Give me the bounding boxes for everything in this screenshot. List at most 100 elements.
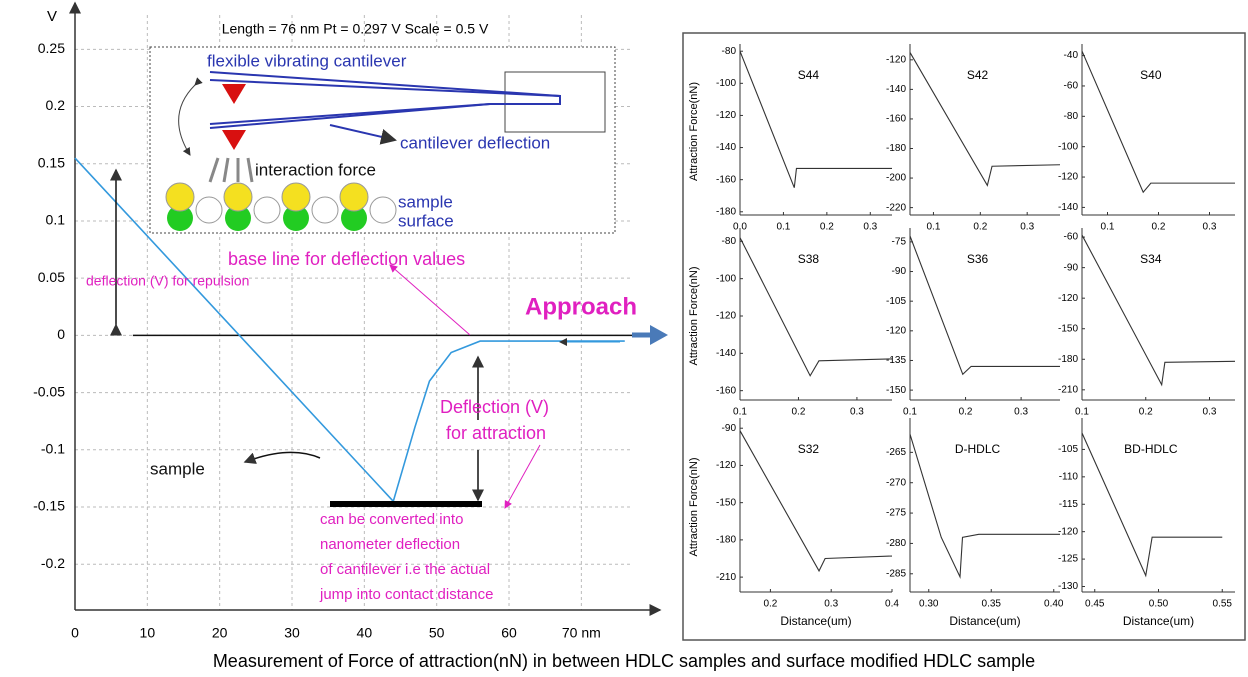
- x-tick-label: 0: [71, 625, 79, 641]
- y-axis-label: Attraction Force(nN): [688, 266, 700, 365]
- x-tick-label: 0.3: [1203, 222, 1217, 233]
- y-tick-label: -120: [886, 325, 906, 336]
- y-tick-label: -80: [1064, 111, 1079, 122]
- y-tick-label: -0.2: [41, 555, 65, 571]
- x-tick-label: 30: [284, 625, 300, 641]
- annotation: Deflection (V): [440, 397, 549, 417]
- contact-pointer: [505, 445, 540, 508]
- y-tick-label: -210: [1058, 384, 1078, 395]
- x-tick-label: 0.2: [1139, 407, 1153, 418]
- annotation: jump into contact distance: [319, 586, 493, 603]
- y-tick-label: -100: [1058, 141, 1078, 152]
- y-tick-label: -90: [722, 423, 737, 434]
- y-tick-label: -180: [716, 206, 736, 217]
- annotation: cantilever deflection: [400, 133, 550, 152]
- x-tick-label: 0.3: [850, 407, 864, 418]
- y-axis-label: Attraction Force(nN): [688, 82, 700, 181]
- y-tick-label: -120: [1058, 172, 1078, 183]
- annotation: sample: [150, 459, 205, 478]
- y-tick-label: -115: [1059, 499, 1079, 510]
- x-axis-label: Distance(um): [949, 614, 1020, 628]
- y-tick-label: 0: [57, 326, 65, 342]
- y-tick-label: -160: [886, 114, 906, 125]
- x-axis-label: Distance(um): [1123, 614, 1194, 628]
- x-tick-label: 0.1: [1101, 222, 1115, 233]
- annotation: deflection (V) for repulsion: [86, 273, 249, 289]
- annotation: base line for deflection values: [228, 249, 465, 269]
- y-tick-label: -160: [716, 385, 736, 396]
- x-tick-label: 0.45: [1085, 599, 1105, 610]
- x-tick-label: 0.2: [820, 222, 834, 233]
- annotation: sample: [398, 192, 453, 211]
- y-tick-label: -120: [1058, 526, 1078, 537]
- x-tick-label: 0.50: [1149, 599, 1169, 610]
- y-tick-label: -75: [892, 237, 907, 248]
- x-tick-label: 0.1: [926, 222, 940, 233]
- x-tick-label: 0.30: [919, 599, 939, 610]
- page: {"chart_data": [ {"type": "line", "heade…: [0, 0, 1248, 677]
- x-tick-label: 0.40: [1044, 599, 1064, 610]
- x-axis-label: Distance(um): [780, 614, 851, 628]
- annotation: Approach: [525, 293, 637, 320]
- x-tick-label: 0.2: [959, 407, 973, 418]
- x-tick-label: 50: [429, 625, 445, 641]
- x-tick-label: 0.3: [863, 222, 877, 233]
- y-tick-label: 0.25: [38, 40, 65, 56]
- y-tick-label: 0.2: [46, 97, 66, 113]
- y-tick-label: -120: [716, 110, 736, 121]
- annotation: can be converted into: [320, 511, 463, 528]
- x-tick-label: 0.3: [824, 599, 838, 610]
- y-tick-label: -125: [1058, 554, 1078, 565]
- annotation: nanometer deflection: [320, 536, 460, 553]
- y-tick-label: -280: [886, 538, 906, 549]
- x-tick-label: 0.3: [1203, 407, 1217, 418]
- x-tick-label: 0.2: [973, 222, 987, 233]
- y-tick-label: 0.05: [38, 269, 65, 285]
- y-tick-label: -80: [722, 236, 737, 247]
- annotation: flexible vibrating cantilever: [207, 51, 407, 70]
- y-tick-label: -150: [886, 385, 906, 396]
- header: Length = 76 nm Pt = 0.297 V Scale = 0.5 …: [222, 21, 489, 37]
- annotation: for attraction: [446, 423, 546, 443]
- y-tick-label: -105: [1058, 444, 1078, 455]
- y-tick-label: -140: [886, 84, 906, 95]
- y-tick-label: -285: [886, 568, 906, 579]
- y-axis-label: V: [47, 8, 57, 25]
- sample-bar: [330, 501, 482, 507]
- annotation: of cantilever i.e the actual: [320, 561, 490, 578]
- y-tick-label: -150: [716, 497, 736, 508]
- annotation: interaction force: [255, 160, 376, 179]
- panel-title: S36: [967, 252, 989, 266]
- y-tick-label: -100: [716, 78, 736, 89]
- panel-title: S44: [798, 68, 820, 82]
- caption: Measurement of Force of attraction(nN) i…: [213, 651, 1035, 671]
- x-tick-label: 0.2: [792, 407, 806, 418]
- panel-title: BD-HDLC: [1124, 442, 1178, 456]
- x-tick-label: 0.4: [885, 599, 899, 610]
- y-tick-label: -180: [716, 535, 736, 546]
- panel-title: S32: [798, 442, 820, 456]
- panel-title: S38: [798, 252, 820, 266]
- x-tick-label: 0.1: [903, 407, 917, 418]
- y-tick-label: -0.15: [33, 498, 65, 514]
- y-tick-label: 0.1: [46, 212, 66, 228]
- panel-title: S34: [1140, 252, 1162, 266]
- x-tick-label: 60: [501, 625, 517, 641]
- y-tick-label: -120: [886, 54, 906, 65]
- x-tick-label: 0.1: [733, 407, 747, 418]
- y-tick-label: -100: [716, 273, 736, 284]
- y-tick-label: -220: [886, 202, 906, 213]
- y-tick-label: -0.1: [41, 441, 65, 457]
- x-tick-label: 70 nm: [562, 625, 601, 641]
- y-tick-label: -130: [1058, 581, 1078, 592]
- panel-title: D-HDLC: [955, 442, 1001, 456]
- y-tick-label: 0.15: [38, 154, 65, 170]
- y-tick-label: -60: [1064, 81, 1079, 92]
- x-tick-label: 0.2: [1152, 222, 1166, 233]
- baseline-pointer: [390, 265, 470, 335]
- y-tick-label: -140: [716, 142, 736, 153]
- y-tick-label: -150: [1058, 323, 1078, 334]
- y-tick-label: -270: [886, 477, 906, 488]
- x-tick-label: 20: [212, 625, 228, 641]
- x-tick-label: 10: [140, 625, 156, 641]
